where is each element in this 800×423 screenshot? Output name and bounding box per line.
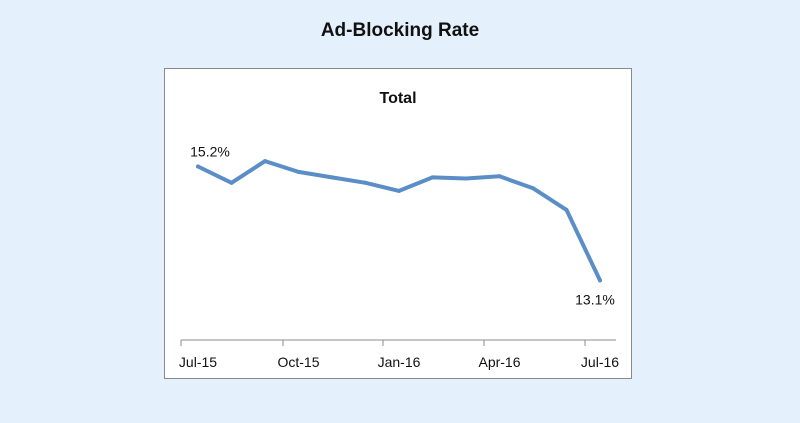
series-line-total (196, 159, 602, 283)
x-tick-label: Jul-16 (581, 354, 619, 370)
data-label: 15.2% (190, 144, 230, 160)
data-point (464, 176, 468, 181)
data-point (497, 174, 502, 179)
x-tick-label: Jan-16 (378, 354, 421, 370)
data-point (363, 180, 368, 185)
x-tick-label: Apr-16 (478, 354, 520, 370)
panel-title: Total (379, 90, 416, 107)
x-tick-label: Jul-15 (179, 354, 217, 370)
data-point (564, 207, 569, 212)
chart-title: Ad-Blocking Rate (320, 20, 480, 41)
line-chart: Total Jul-15 Oct-15 Jan-16 Apr-16 Jul-16 15.… (179, 90, 619, 370)
data-point (296, 169, 301, 174)
data-point (430, 175, 435, 180)
chart-frame: Total Jul-15 Oct-15 Jan-16 Apr-16 Jul-16 15.… (164, 68, 632, 379)
data-point (263, 159, 267, 164)
x-tick-label: Oct-15 (277, 354, 319, 370)
data-point (598, 278, 602, 283)
data-point (229, 180, 234, 185)
data-point (531, 186, 535, 191)
data-label: 13.1% (575, 291, 615, 307)
data-point (397, 188, 401, 193)
data-point (196, 164, 200, 169)
data-point (330, 175, 334, 180)
